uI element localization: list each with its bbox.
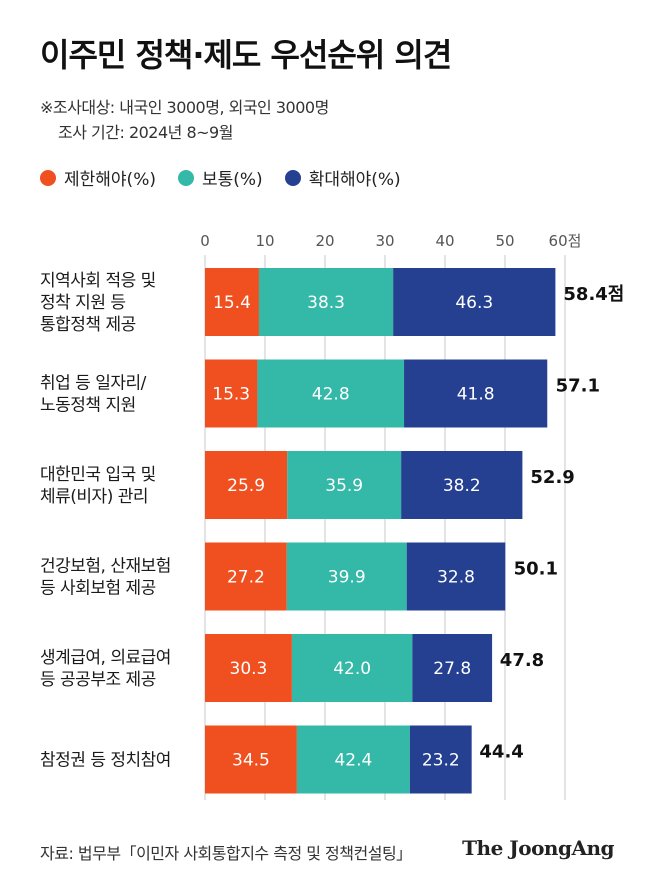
category-label: 건강보험, 산재보험 [40, 557, 171, 577]
score-label: 47.8 [500, 650, 544, 671]
segment-data-label: 34.5 [232, 751, 270, 771]
bar-segment [404, 359, 548, 428]
category-label: 체류(비자) 관리 [40, 487, 148, 507]
source-note: 자료: 법무부「이민자 사회통합지수 측정 및 정책컨설팅」 [40, 844, 412, 863]
category-label: 참정권 등 정치참여 [40, 751, 171, 771]
score-label: 52.9 [530, 467, 574, 488]
bar-segment [406, 542, 506, 611]
legend: 제한해야(%) 보통(%) 확대해야(%) [40, 165, 401, 190]
segment-data-label: 46.3 [455, 293, 493, 313]
bar-segment [409, 725, 472, 794]
bar-segment [205, 268, 259, 336]
survey-period-note: 조사 기간: 2024년 8~9월 [58, 123, 233, 142]
category-label: 지역사회 적응 및 [40, 271, 156, 291]
legend-item-expand: 확대해야(%) [284, 165, 401, 190]
category-label: 노동정책 지원 [40, 396, 136, 416]
x-tick-label: 50 [495, 232, 514, 250]
segment-data-label: 23.2 [422, 751, 460, 771]
segment-data-label: 42.0 [333, 659, 371, 679]
bar-segment [401, 451, 523, 519]
category-label: 통합정책 제공 [40, 315, 136, 335]
bar-segment [205, 634, 292, 702]
segment-data-label: 42.4 [334, 751, 372, 771]
score-label: 50.1 [514, 559, 558, 580]
segment-data-label: 27.2 [227, 568, 265, 588]
brand-logo: The JoongAng [462, 836, 614, 860]
x-tick-label: 30 [375, 232, 394, 250]
score-label: 57.1 [556, 376, 600, 397]
bar-segment [205, 359, 258, 428]
legend-label-normal: 보통(%) [201, 170, 263, 190]
segment-data-label: 38.3 [307, 293, 345, 313]
legend-item-restrict: 제한해야(%) [40, 165, 156, 190]
bar-segment [205, 451, 288, 519]
score-label: 58.4점 [563, 284, 624, 305]
category-label: 대한민국 입국 및 [40, 465, 156, 485]
bar-segment [291, 634, 413, 702]
bar-segment [257, 359, 405, 428]
segment-data-label: 39.9 [328, 568, 366, 588]
segment-data-label: 30.3 [230, 659, 268, 679]
bar-segment [205, 725, 297, 794]
legend-swatch-restrict [40, 169, 56, 186]
x-tick-label: 0 [200, 232, 210, 250]
segment-data-label: 38.2 [443, 476, 481, 496]
segment-data-label: 27.8 [433, 659, 471, 679]
bar-segment [205, 542, 287, 611]
bar-segment [287, 451, 402, 519]
category-label: 등 공공부조 제공 [40, 670, 156, 690]
chart-title: 이주민 정책·제도 우선순위 의견 [40, 36, 452, 74]
x-tick-label: 60점 [549, 232, 582, 250]
legend-label-expand: 확대해야(%) [308, 170, 401, 190]
segment-data-label: 15.3 [212, 385, 250, 405]
x-tick-label: 40 [435, 232, 454, 250]
bar-segment [296, 725, 410, 794]
category-label: 취업 등 일자리/ [40, 374, 147, 394]
category-label: 생계급여, 의료급여 [40, 648, 171, 668]
legend-label-restrict: 제한해야(%) [64, 170, 156, 190]
score-label: 44.4 [479, 742, 523, 763]
segment-data-label: 41.8 [457, 385, 495, 405]
legend-item-normal: 보통(%) [177, 165, 263, 190]
x-tick-label: 20 [315, 232, 334, 250]
segment-data-label: 32.8 [437, 568, 475, 588]
x-tick-label: 10 [255, 232, 274, 250]
bar-segment [393, 268, 556, 336]
category-label: 정착 지원 등 [40, 293, 126, 313]
bar-segment [286, 542, 407, 611]
bar-segment [258, 268, 394, 336]
bar-segment [412, 634, 493, 702]
segment-data-label: 35.9 [325, 476, 363, 496]
legend-swatch-normal [177, 169, 194, 186]
segment-data-label: 42.8 [312, 385, 350, 405]
category-label: 등 사회보험 제공 [40, 579, 156, 599]
segment-data-label: 25.9 [227, 476, 265, 496]
legend-swatch-expand [284, 169, 301, 186]
survey-target-note: ※조사대상: 내국인 3000명, 외국인 3000명 [40, 98, 329, 117]
segment-data-label: 15.4 [213, 293, 251, 313]
